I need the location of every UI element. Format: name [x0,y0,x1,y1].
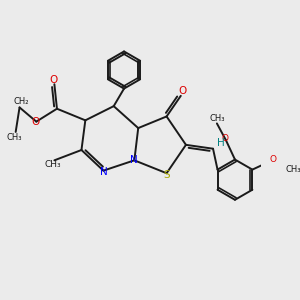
Text: O: O [31,117,39,127]
Text: O: O [49,75,57,85]
Text: O: O [221,134,228,143]
Text: S: S [163,169,170,179]
Text: CH₂: CH₂ [14,97,29,106]
Text: O: O [269,155,277,164]
Text: CH₃: CH₃ [7,133,22,142]
Text: O: O [178,86,186,96]
Text: H: H [218,138,225,148]
Text: CH₃: CH₃ [286,165,300,174]
Text: CH₃: CH₃ [209,114,225,123]
Text: CH₃: CH₃ [45,160,61,169]
Text: N: N [100,167,107,177]
Text: N: N [130,155,138,165]
